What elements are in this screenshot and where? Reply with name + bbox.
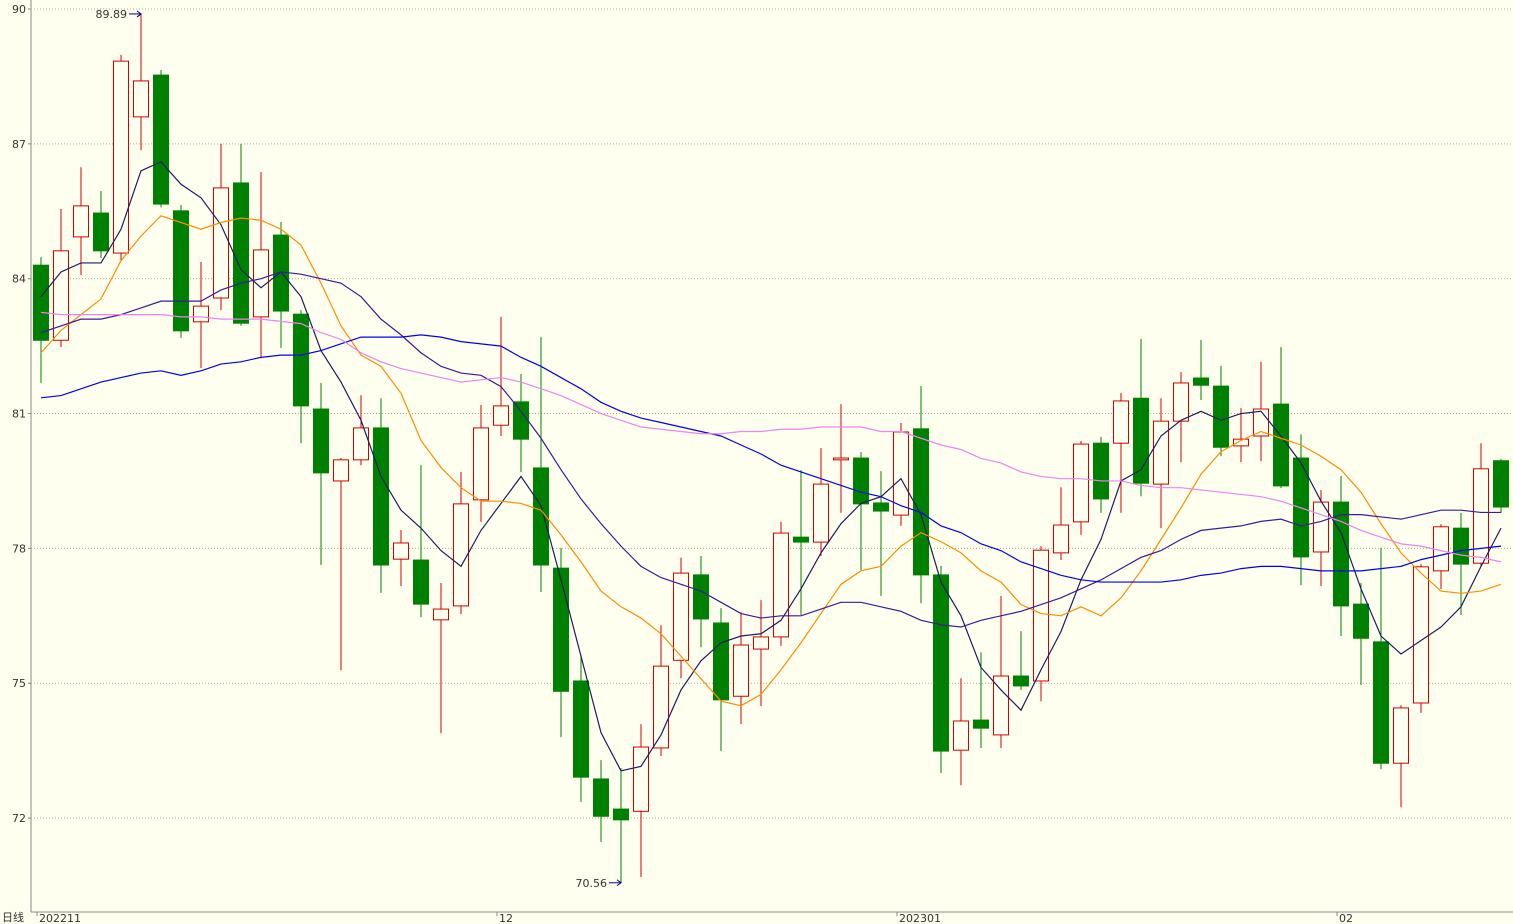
x-tick-label: 202211 (39, 912, 81, 924)
candle-body (953, 720, 969, 751)
y-tick-label: 81 (12, 408, 26, 421)
candle-body (713, 622, 729, 701)
candle-body (1413, 566, 1429, 704)
candle-body (353, 427, 369, 461)
candle-body (693, 574, 709, 620)
candle-body (793, 536, 809, 543)
y-tick-label: 84 (12, 273, 26, 286)
candle-body (633, 746, 649, 812)
candle-body (1173, 382, 1189, 422)
candle-body (213, 187, 229, 299)
candle-body (433, 608, 449, 621)
high-arrow (136, 10, 142, 18)
candle-body (1333, 501, 1349, 607)
candle-body (193, 305, 209, 323)
candle-body (933, 574, 949, 752)
y-tick-label: 75 (12, 677, 26, 690)
candle-body (513, 401, 529, 440)
period-label: 日线 (2, 910, 24, 924)
candle-body (1433, 526, 1449, 572)
candle-body (1133, 397, 1149, 484)
y-tick-label: 72 (12, 812, 26, 825)
x-tick-label: 02 (1339, 912, 1353, 924)
candle-body (33, 264, 49, 341)
candle-body (493, 405, 509, 426)
candle-body (973, 719, 989, 729)
candle-body (53, 250, 69, 341)
y-tick-label: 78 (12, 542, 26, 555)
y-tick-label: 90 (12, 3, 26, 16)
candle-body (1033, 549, 1049, 682)
candle-body (893, 431, 909, 516)
x-tick-label: 202301 (899, 912, 941, 924)
candle-body (133, 80, 149, 118)
candle-body (253, 249, 269, 318)
candle-body (533, 467, 549, 566)
low-arrow (616, 879, 622, 887)
candle-body (593, 778, 609, 817)
candle-body (773, 532, 789, 638)
candle-body (473, 427, 489, 501)
x-tick-label: 12 (499, 912, 513, 924)
candle-body (1393, 707, 1409, 764)
candle-body (833, 457, 849, 461)
moving-average-line (40, 334, 1502, 583)
low-annotation: 70.56 (576, 877, 608, 890)
candle-body (1273, 403, 1289, 487)
candle-body (1193, 377, 1209, 386)
high-annotation: 89.89 (96, 8, 128, 21)
y-tick-label: 87 (12, 138, 26, 151)
candle-body (373, 427, 389, 566)
candle-body (453, 503, 469, 607)
candle-body (1473, 468, 1489, 564)
candle-body (1233, 438, 1249, 447)
candle-body (553, 567, 569, 692)
candle-body (1153, 420, 1169, 485)
moving-average-line (40, 271, 1501, 628)
candle-body (913, 428, 929, 576)
candle-body (93, 212, 109, 252)
moving-average-line (40, 161, 1502, 772)
candle-body (113, 60, 129, 254)
candle-body (333, 459, 349, 482)
candle-body (573, 680, 589, 778)
candle-body (1373, 641, 1389, 764)
candle-body (1113, 400, 1129, 444)
candle-body (413, 559, 429, 605)
candle-body (853, 457, 869, 505)
candle-body (1493, 460, 1509, 508)
candle-body (73, 205, 89, 238)
candle-body (613, 808, 629, 821)
candle-body (673, 572, 689, 661)
candle-body (993, 675, 1009, 736)
candle-body (873, 502, 889, 512)
candle-body (1073, 443, 1089, 523)
candle-body (313, 408, 329, 474)
moving-average-line (40, 215, 1502, 707)
candle-body (393, 542, 409, 560)
candle-body (1453, 527, 1469, 565)
candle-body (753, 636, 769, 650)
candle-body (1013, 675, 1029, 687)
candle-body (153, 74, 169, 205)
moving-average-line (40, 311, 1502, 563)
candle-body (173, 210, 189, 332)
candle-body (1093, 442, 1109, 500)
candle-body (293, 313, 309, 407)
candle-body (1213, 385, 1229, 448)
candle-body (233, 182, 249, 324)
candle-body (1053, 524, 1069, 554)
candle-body (1353, 603, 1369, 639)
candle-body (813, 483, 829, 543)
candle-body (733, 644, 749, 697)
